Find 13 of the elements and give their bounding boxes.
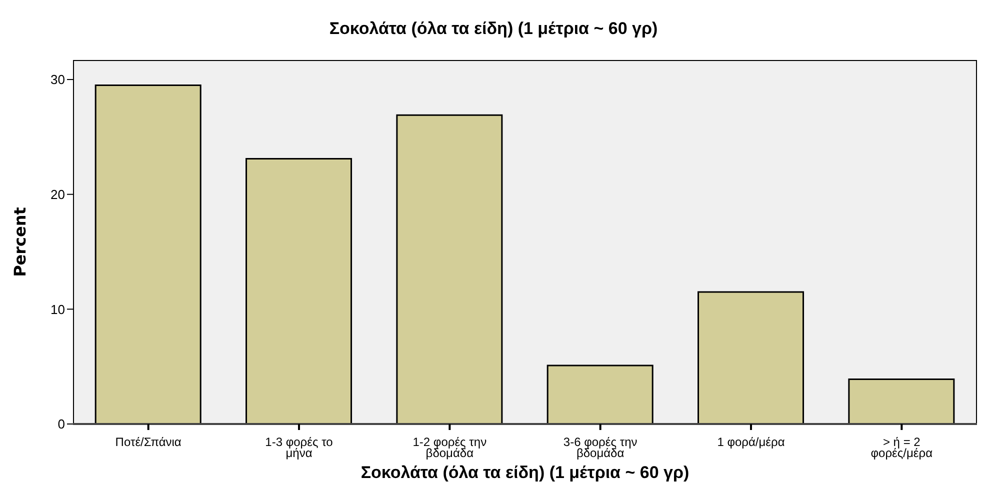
y-tick-label: 0	[58, 416, 65, 432]
x-axis-title: Σοκολάτα (όλα τα είδη) (1 μέτρια ~ 60 γρ)	[360, 463, 690, 482]
chart-title: Σοκολάτα (όλα τα είδη) (1 μέτρια ~ 60 γρ)	[328, 18, 659, 40]
x-tick-label: 1-2 φορές την βδομάδα	[412, 435, 487, 460]
x-tick-label: 1-3 φορές το μήνα	[265, 435, 334, 460]
x-tick-label: Ποτέ/Σπάνια	[115, 435, 182, 449]
x-tick-label: 1 φορά/μέρα	[717, 435, 785, 449]
x-tick-label: > ή = 2 φορές/μέρα	[870, 435, 933, 460]
x-tick-label: 3-6 φορές την βδομάδα	[563, 435, 638, 460]
y-tick-label: 30	[50, 72, 65, 88]
y-tick-label: 20	[50, 186, 65, 202]
y-axis-title: Percent	[10, 206, 30, 277]
y-tick-label: 10	[50, 302, 65, 317]
